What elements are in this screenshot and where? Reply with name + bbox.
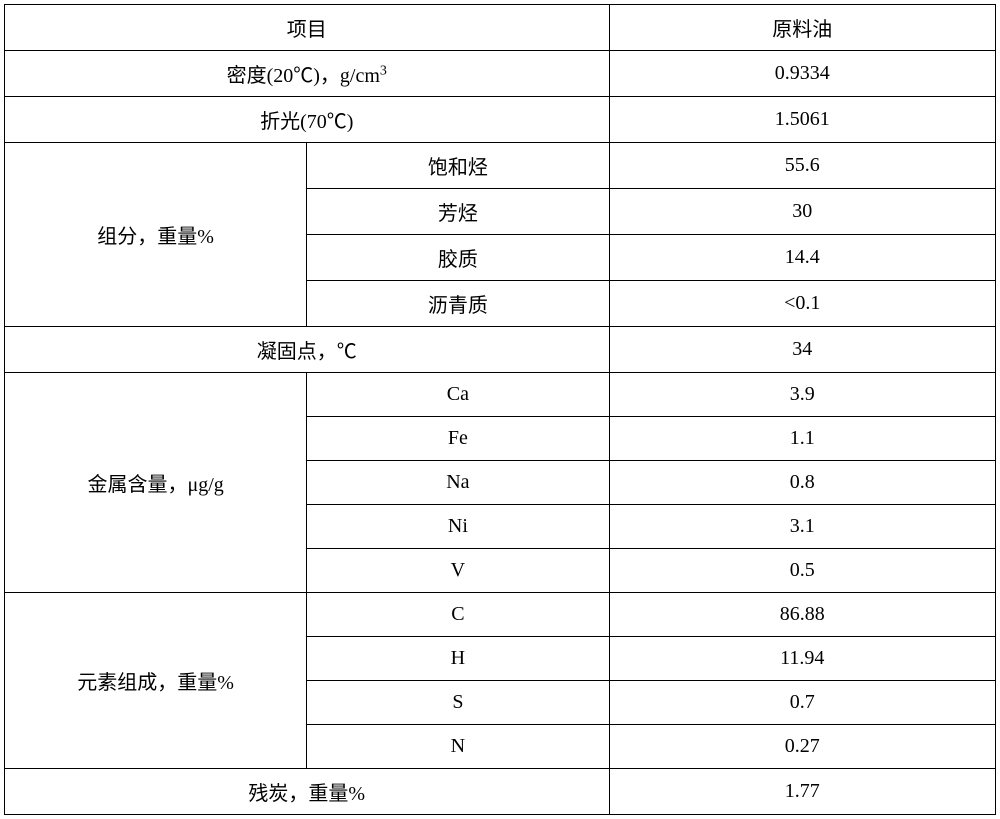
ni-value: 3.1 <box>609 505 996 549</box>
density-row: 密度(20℃)，g/cm3 0.9334 <box>5 51 996 97</box>
saturated-value: 55.6 <box>609 143 996 189</box>
element-row-c: 元素组成，重量% C 86.88 <box>5 593 996 637</box>
header-value: 原料油 <box>609 5 996 51</box>
ca-label: Ca <box>307 373 609 417</box>
s-value: 0.7 <box>609 681 996 725</box>
n-value: 0.27 <box>609 725 996 769</box>
aromatic-value: 30 <box>609 189 996 235</box>
freezing-value: 34 <box>609 327 996 373</box>
fe-label: Fe <box>307 417 609 461</box>
v-label: V <box>307 549 609 593</box>
freezing-label: 凝固点，℃ <box>5 327 610 373</box>
metal-row-ca: 金属含量，μg/g Ca 3.9 <box>5 373 996 417</box>
resin-value: 14.4 <box>609 235 996 281</box>
saturated-label: 饱和烃 <box>307 143 609 189</box>
refraction-row: 折光(70℃) 1.5061 <box>5 97 996 143</box>
resin-label: 胶质 <box>307 235 609 281</box>
carbon-residue-label: 残炭，重量% <box>5 769 610 815</box>
element-label: 元素组成，重量% <box>5 593 307 769</box>
density-label: 密度(20℃)，g/cm3 <box>5 51 610 97</box>
c-label: C <box>307 593 609 637</box>
header-row: 项目 原料油 <box>5 5 996 51</box>
density-value: 0.9334 <box>609 51 996 97</box>
carbon-residue-row: 残炭，重量% 1.77 <box>5 769 996 815</box>
ni-label: Ni <box>307 505 609 549</box>
asphaltene-value: <0.1 <box>609 281 996 327</box>
h-value: 11.94 <box>609 637 996 681</box>
v-value: 0.5 <box>609 549 996 593</box>
s-label: S <box>307 681 609 725</box>
refraction-value: 1.5061 <box>609 97 996 143</box>
n-label: N <box>307 725 609 769</box>
composition-label: 组分，重量% <box>5 143 307 327</box>
header-item: 项目 <box>5 5 610 51</box>
na-label: Na <box>307 461 609 505</box>
h-label: H <box>307 637 609 681</box>
composition-row-saturated: 组分，重量% 饱和烃 55.6 <box>5 143 996 189</box>
properties-table: 项目 原料油 密度(20℃)，g/cm3 0.9334 折光(70℃) 1.50… <box>4 4 996 815</box>
freezing-row: 凝固点，℃ 34 <box>5 327 996 373</box>
refraction-label: 折光(70℃) <box>5 97 610 143</box>
metal-label: 金属含量，μg/g <box>5 373 307 593</box>
ca-value: 3.9 <box>609 373 996 417</box>
carbon-residue-value: 1.77 <box>609 769 996 815</box>
na-value: 0.8 <box>609 461 996 505</box>
fe-value: 1.1 <box>609 417 996 461</box>
aromatic-label: 芳烃 <box>307 189 609 235</box>
asphaltene-label: 沥青质 <box>307 281 609 327</box>
c-value: 86.88 <box>609 593 996 637</box>
